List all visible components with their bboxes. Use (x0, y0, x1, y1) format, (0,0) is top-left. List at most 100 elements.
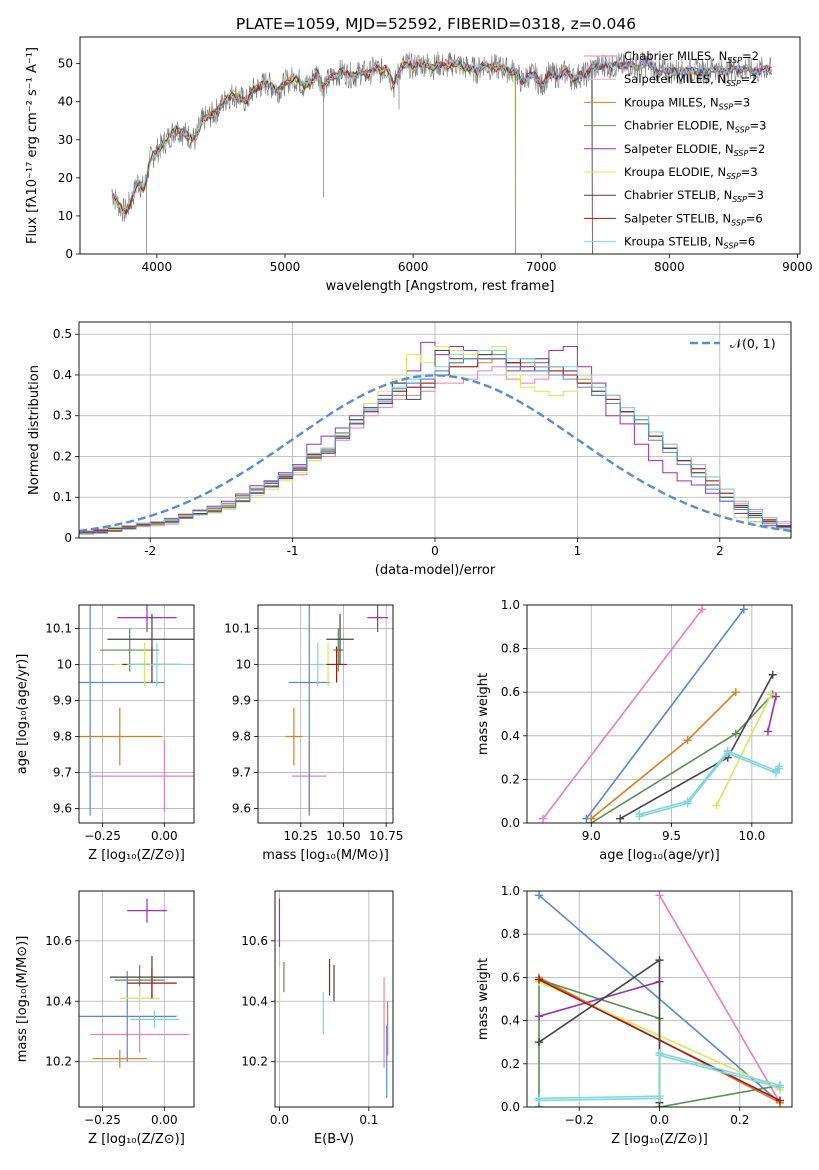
x-tick-label: 10.75 (369, 829, 403, 843)
y-tick-label: 0.5 (53, 327, 72, 341)
x-tick-label: 4000 (142, 260, 173, 274)
y-tick-label: 10.4 (45, 994, 72, 1008)
x-axis-label: Z [log₁₀(Z/Z⊙)] (611, 1132, 708, 1147)
panel-weight_vs_Z: −0.2 0.0 0.2 0.0 0.2 0.4 0.6 0.8 1.0 Z [log₁₀(Z/Z… (476, 884, 793, 1147)
legend-label: Salpeter MILES, NSSP=2 (624, 72, 758, 88)
y-tick-label: 50 (58, 57, 73, 71)
x-tick-label: −0.25 (84, 1113, 121, 1127)
weight-marker (616, 814, 625, 823)
x-tick-label: 9000 (782, 260, 813, 274)
y-tick-label: 9.6 (232, 802, 251, 816)
weight-marker (587, 819, 596, 823)
legend-value: =3 (741, 165, 758, 179)
weight-series-line (639, 750, 780, 816)
weight-marker (655, 956, 664, 965)
x-tick-label: -1 (287, 544, 299, 558)
spectrum-model-line (111, 59, 517, 254)
x-axis-label: (data-model)/error (375, 563, 496, 578)
weight-marker (771, 768, 780, 777)
y-tick-label: 0.2 (501, 1057, 520, 1071)
x-axis-label: wavelength [Angstrom, rest frame] (326, 279, 555, 294)
legend-value: =6 (738, 235, 755, 249)
x-axis-label: age [log₁₀(age/yr)] (599, 848, 720, 863)
spectrum-legend: Chabrier MILES, NSSP=2 Salpeter MILES, NS… (584, 49, 766, 251)
weight-marker (712, 801, 721, 810)
legend-label: Salpeter ELODIE, NSSP=2 (624, 142, 765, 158)
y-axis-label: mass weight (476, 958, 491, 1040)
weight-marker (683, 736, 692, 745)
x-tick-label: 8000 (654, 260, 685, 274)
y-axis-label: age [log₁₀(age/yr)] (15, 654, 30, 775)
legend-subscript: SSP (735, 126, 750, 135)
plot-area-age_vs_mass (258, 605, 393, 823)
legend-value: =2 (742, 49, 759, 63)
y-tick-label: 1.0 (501, 884, 520, 898)
x-tick-label: 0.2 (730, 1113, 749, 1127)
legend-value: =2 (748, 142, 765, 156)
weight-series-line (538, 978, 781, 1102)
figure-title: PLATE=1059, MJD=52592, FIBERID=0318, z=0… (236, 15, 636, 33)
weight-marker (731, 688, 740, 697)
x-tick-label: 0.1 (359, 1113, 378, 1127)
spectrum-model-line (111, 58, 773, 213)
weight-marker (535, 1038, 544, 1047)
panel-age_vs_mass: 10.25 10.50 10.75 9.6 9.7 9.8 9.9 10 10.1 mass [l… (224, 604, 403, 863)
axes-frame (274, 890, 394, 1108)
y-axis-label: mass [log₁₀(M/M⊙)] (15, 936, 30, 1063)
x-tick-label: 0.00 (151, 829, 178, 843)
data-point (117, 605, 177, 633)
plot-area-residual_hist (79, 322, 791, 538)
weight-marker (763, 727, 772, 736)
x-tick-label: 9.5 (662, 829, 681, 843)
data-point (119, 986, 160, 1011)
data-point (79, 605, 165, 816)
y-tick-label: 10.6 (45, 934, 72, 948)
x-tick-label: -2 (144, 544, 156, 558)
data-point (326, 646, 347, 683)
legend-label: Chabrier MILES, NSSP=2 (624, 49, 759, 65)
legend-label: Kroupa STELIB, NSSP=6 (624, 235, 755, 251)
plot-area-spectrum (111, 51, 773, 254)
x-tick-label: 0.0 (270, 1113, 289, 1127)
y-tick-label: 10 (57, 657, 72, 671)
legend-value: =3 (747, 188, 764, 202)
weight-series-line (658, 894, 781, 1104)
data-point (288, 605, 330, 816)
y-tick-label: 0 (64, 531, 72, 545)
data-point (79, 971, 177, 1062)
data-point (90, 740, 194, 813)
weight-marker (655, 891, 664, 900)
weight-series-line (619, 674, 774, 820)
data-point (367, 605, 388, 633)
weight-series-line (542, 608, 703, 820)
weight-series-line (590, 691, 737, 820)
weight-series-line (715, 694, 772, 806)
legend-subscript: SSP (724, 242, 739, 251)
plot-area-mass_vs_Z (79, 891, 194, 1107)
y-tick-label: 0.2 (501, 772, 520, 786)
axes-frame (526, 604, 793, 824)
y-tick-label: 10.2 (45, 1055, 72, 1069)
legend-label: Kroupa ELODIE, NSSP=3 (624, 165, 758, 181)
weight-series-line (585, 608, 745, 820)
weight-marker (535, 1094, 544, 1103)
y-tick-label: 0.1 (53, 490, 72, 504)
panel-weight_vs_age: 9.0 9.5 10.0 0.0 0.2 0.4 0.6 0.8 1.0 age [log₁₀(a… (476, 598, 793, 863)
y-tick-label: 9.6 (53, 802, 72, 816)
data-point (79, 707, 162, 766)
legend-subscript: SSP (727, 56, 742, 65)
weight-marker (635, 812, 644, 821)
weight-marker (683, 799, 692, 808)
x-axis-label: Z [log₁₀(Z/Z⊙)] (88, 1132, 185, 1147)
y-tick-label: 0.0 (501, 1100, 520, 1114)
weight-marker (739, 605, 748, 614)
data-point (127, 642, 187, 687)
legend-label: 𝒩(0, 1) (730, 336, 776, 351)
x-tick-label: 6000 (398, 260, 429, 274)
x-tick-label: 5000 (270, 260, 301, 274)
x-axis-label: Z [log₁₀(Z/Z⊙)] (88, 848, 185, 863)
normal-curve (79, 374, 791, 533)
data-point (90, 1016, 190, 1053)
y-tick-label: 0.8 (501, 927, 520, 941)
